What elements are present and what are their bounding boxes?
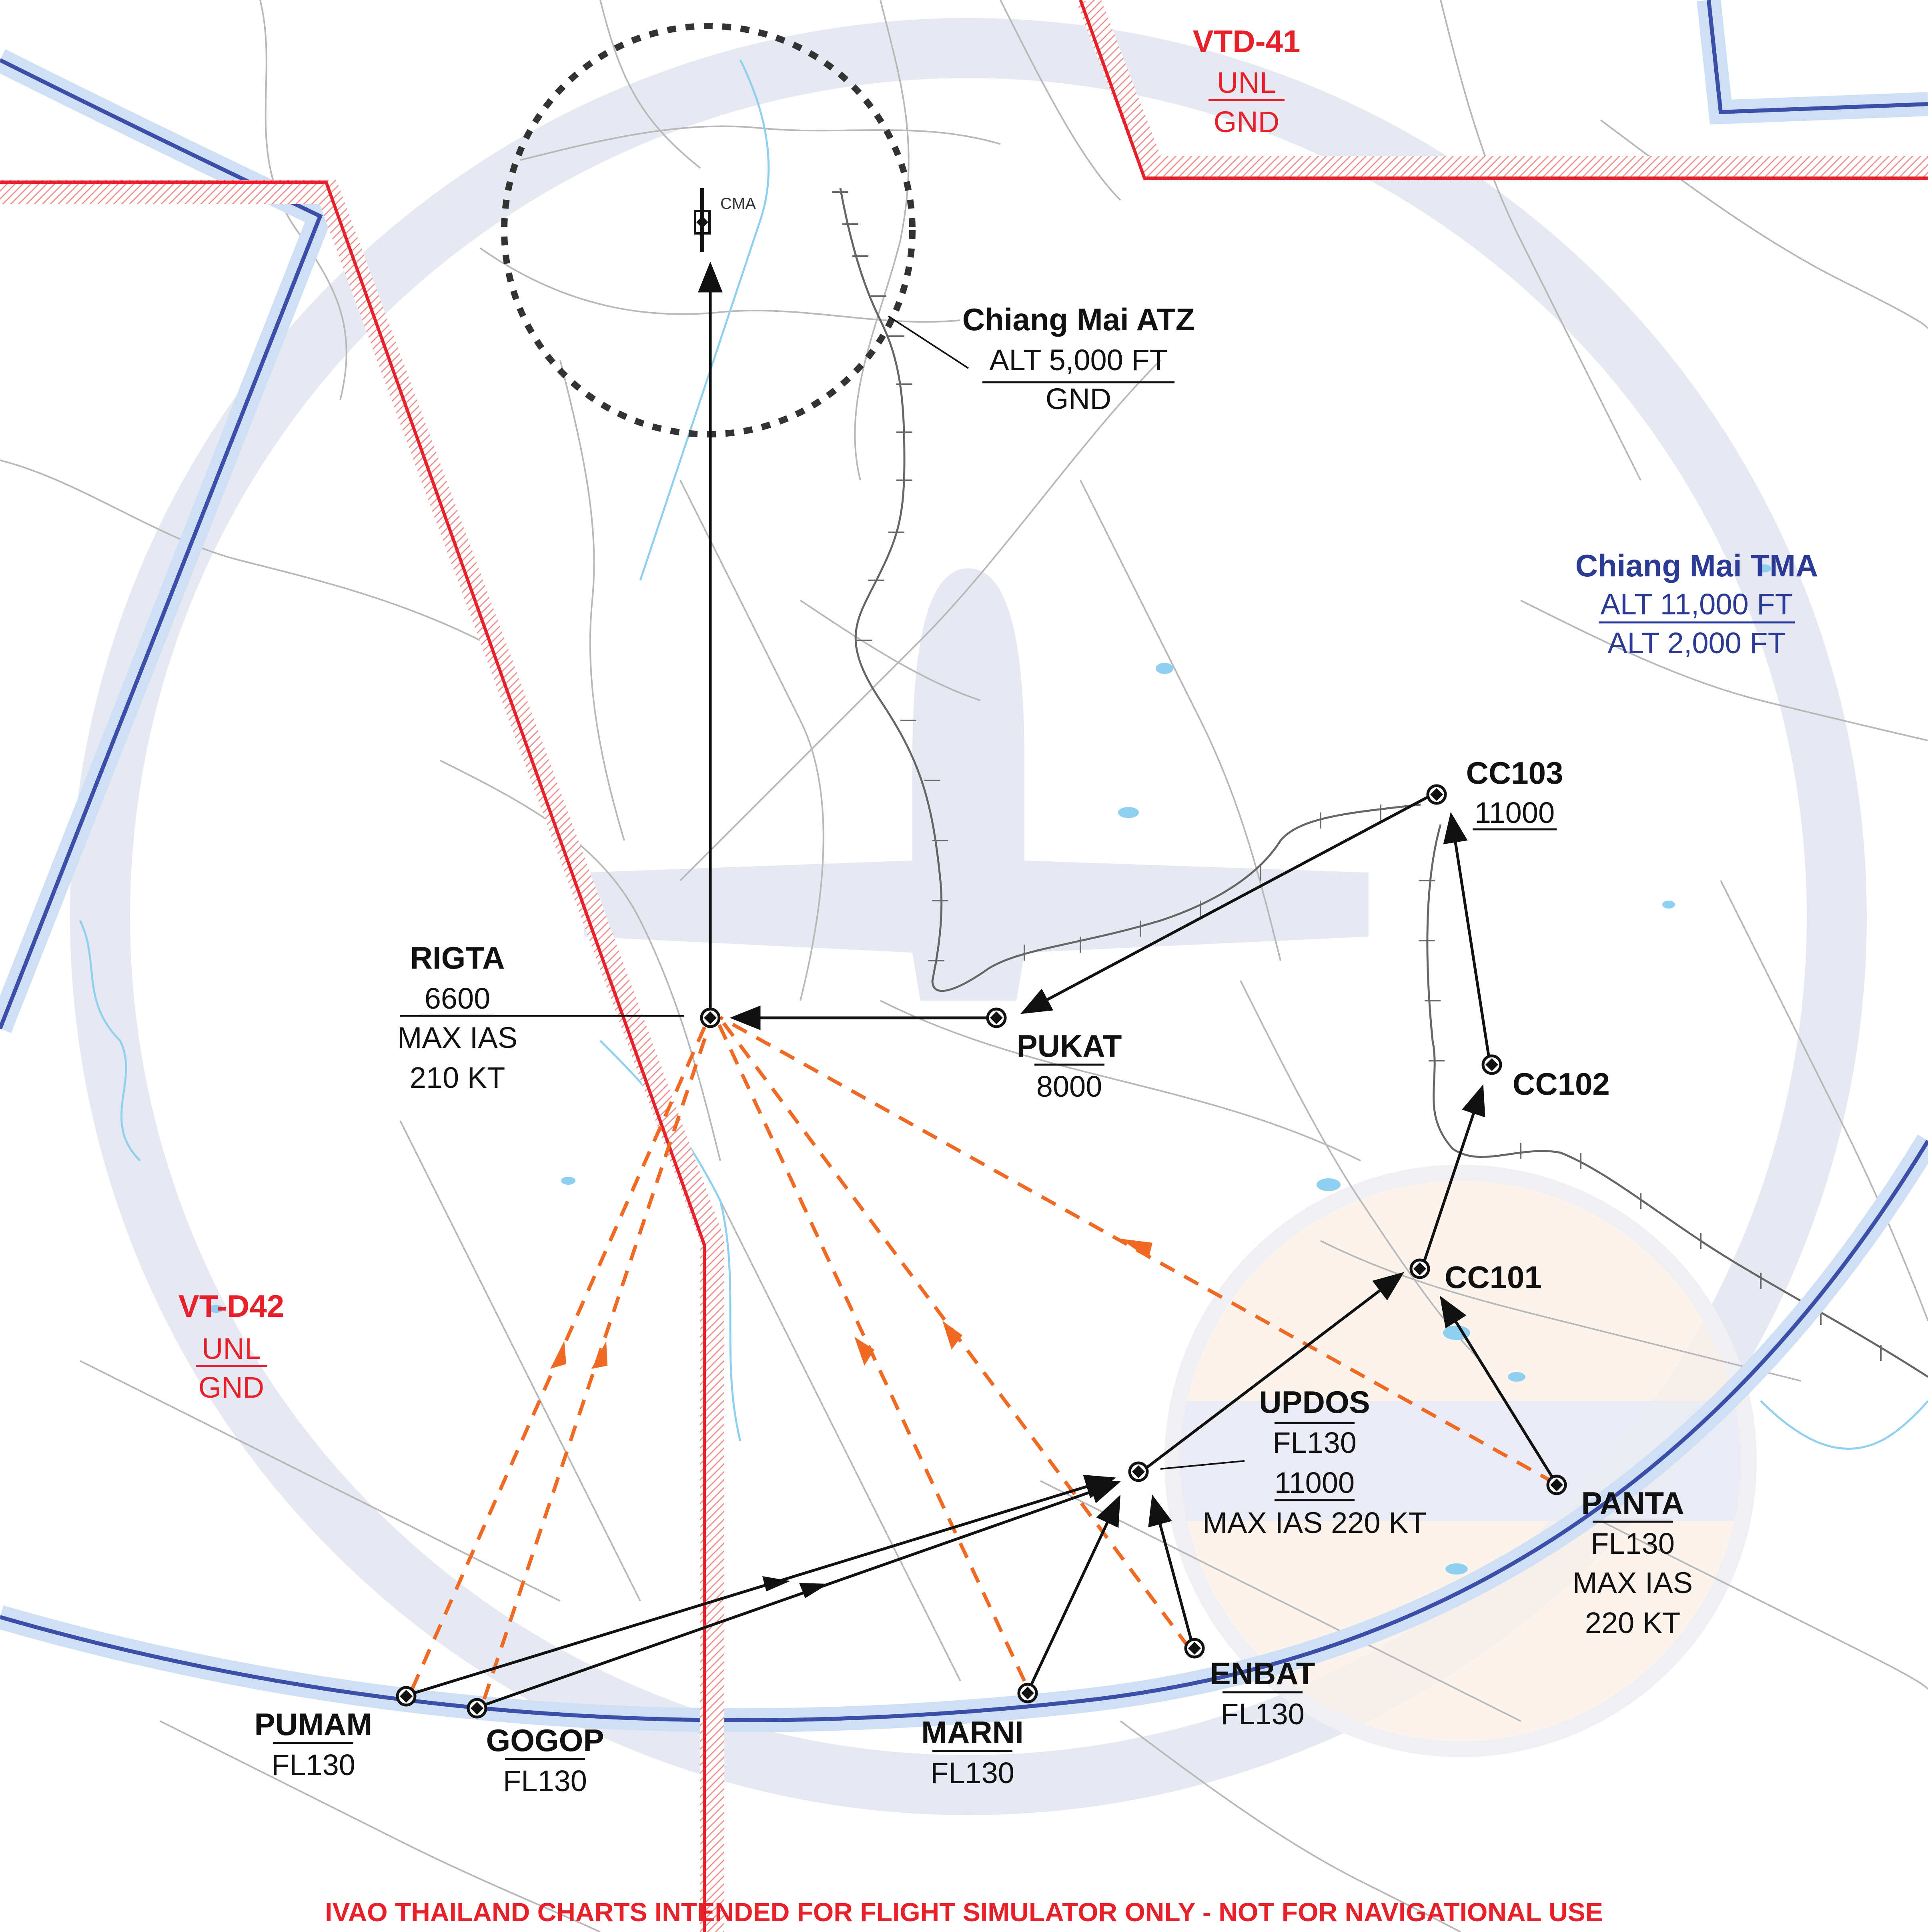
rigta-alt: 6600	[425, 982, 491, 1015]
vtd41-upper: UNL	[1217, 66, 1276, 99]
cc102-name: CC102	[1513, 1066, 1610, 1101]
label-tma: Chiang Mai TMA ALT 11,000 FT ALT 2,000 F…	[1575, 548, 1818, 660]
cc103-alt: 11000	[1475, 796, 1555, 829]
midpoint-arrows	[762, 1576, 828, 1598]
background-watermark	[70, 18, 1867, 1815]
waypoint-enbat-symbol[interactable]	[1184, 1638, 1205, 1659]
route-cc102-cc103	[1443, 812, 1491, 1061]
transition-arrows	[550, 1239, 1152, 1369]
route-cc103-pukat	[1020, 793, 1433, 1014]
waypoint-rigta-symbol[interactable]	[699, 1007, 721, 1029]
vtd42-lower: GND	[198, 1371, 264, 1404]
cc103-name: CC103	[1466, 755, 1563, 790]
tma-lower: ALT 2,000 FT	[1607, 626, 1786, 660]
midpoint-arrow-gogop	[799, 1583, 828, 1598]
rigta-speed-2: 210 KT	[410, 1061, 505, 1094]
waypoint-panta-symbol[interactable]	[1546, 1475, 1567, 1495]
route-marni-updos	[1028, 1495, 1120, 1690]
panta-speed-1: MAX IAS	[1573, 1566, 1693, 1599]
label-pukat: PUKAT 8000	[1017, 1028, 1122, 1103]
enbat-name: ENBAT	[1210, 1656, 1315, 1691]
label-cc103: CC103 11000	[1466, 755, 1563, 831]
label-gogop: GOGOP FL130	[486, 1723, 604, 1798]
arrival-routes	[407, 261, 1557, 1709]
railway-ticks	[832, 191, 1882, 1361]
label-vtd41: VTD-41 UNL GND	[1193, 24, 1301, 138]
waypoint-updos-symbol[interactable]	[1128, 1461, 1149, 1482]
panta-alt: FL130	[1591, 1527, 1675, 1560]
label-vtd42: VT-D42 UNL GND	[178, 1288, 284, 1404]
airport-code: CMA	[720, 195, 756, 213]
tma-name: Chiang Mai TMA	[1575, 548, 1818, 583]
water-features	[79, 59, 1928, 1450]
panta-speed-2: 220 KT	[1585, 1606, 1681, 1639]
vtd42-name: VT-D42	[178, 1288, 284, 1324]
label-panta: PANTA FL130 MAX IAS 220 KT	[1573, 1485, 1693, 1639]
gogop-alt: FL130	[503, 1764, 587, 1798]
label-cc101: CC101	[1445, 1260, 1542, 1295]
label-atz: Chiang Mai ATZ ALT 5,000 FT GND	[962, 302, 1195, 415]
waypoint-gogop-symbol[interactable]	[467, 1698, 487, 1719]
waypoint-pumam-symbol[interactable]	[396, 1686, 417, 1707]
waypoint-symbols	[396, 784, 1567, 1719]
route-enbat-updos	[1148, 1494, 1194, 1645]
label-updos: UPDOS FL130 11000 MAX IAS 220 KT	[1202, 1384, 1426, 1539]
railway	[839, 188, 1928, 1378]
waypoint-cc103-symbol[interactable]	[1426, 784, 1447, 805]
waypoint-cc101-symbol[interactable]	[1409, 1258, 1430, 1279]
label-enbat: ENBAT FL130	[1210, 1656, 1315, 1731]
updos-alt-lower: 11000	[1275, 1466, 1355, 1499]
transition-arrow-gogop	[591, 1341, 607, 1369]
updos-alt-upper: FL130	[1273, 1426, 1357, 1459]
vtd41-lower: GND	[1214, 105, 1279, 138]
pumam-alt: FL130	[271, 1748, 355, 1782]
updos-speed: MAX IAS 220 KT	[1202, 1506, 1426, 1539]
rigta-name: RIGTA	[410, 940, 505, 975]
midpoint-arrow-pumam	[762, 1576, 790, 1591]
pukat-name: PUKAT	[1017, 1028, 1122, 1063]
marni-alt: FL130	[930, 1756, 1014, 1790]
route-updos-cc101	[1140, 1272, 1405, 1473]
transition-arrow-marni	[854, 1337, 874, 1366]
route-panta-cc101	[1439, 1296, 1557, 1484]
label-cc102: CC102	[1513, 1066, 1610, 1101]
label-rigta: RIGTA 6600 MAX IAS 210 KT	[397, 940, 517, 1094]
marni-name: MARNI	[921, 1715, 1024, 1750]
waypoint-pukat-symbol[interactable]	[986, 1007, 1007, 1028]
label-pumam: PUMAM FL130	[255, 1707, 373, 1782]
panta-name: PANTA	[1581, 1485, 1684, 1521]
updos-name: UPDOS	[1259, 1384, 1370, 1420]
airport-cma: CMA	[694, 188, 756, 252]
transition-arrow-enbat	[942, 1321, 962, 1350]
pumam-name: PUMAM	[255, 1707, 373, 1742]
transition-arrow-pumam	[550, 1341, 566, 1369]
route-cc101-cc102	[1420, 1084, 1485, 1270]
rigta-speed-1: MAX IAS	[397, 1021, 517, 1054]
atz-boundary	[501, 23, 916, 437]
cc101-name: CC101	[1445, 1260, 1542, 1295]
waypoint-cc102-symbol[interactable]	[1481, 1054, 1502, 1075]
atz-upper: ALT 5,000 FT	[989, 343, 1168, 377]
disclaimer-text: IVAO THAILAND CHARTS INTENDED FOR FLIGHT…	[325, 1897, 1603, 1927]
route-gogop-updos	[477, 1480, 1121, 1709]
pukat-alt: 8000	[1036, 1070, 1102, 1103]
route-pumam-updos	[407, 1475, 1116, 1697]
atz-name: Chiang Mai ATZ	[962, 302, 1195, 337]
label-marni: MARNI FL130	[921, 1715, 1024, 1790]
waypoint-marni-symbol[interactable]	[1017, 1683, 1038, 1703]
enbat-alt: FL130	[1221, 1697, 1305, 1731]
atz-lower: GND	[1046, 382, 1111, 415]
gogop-name: GOGOP	[486, 1723, 604, 1758]
vtd41-name: VTD-41	[1193, 24, 1301, 59]
tma-upper: ALT 11,000 FT	[1600, 588, 1793, 621]
vtd42-upper: UNL	[202, 1332, 261, 1365]
transition-arrow-panta	[1120, 1239, 1152, 1259]
